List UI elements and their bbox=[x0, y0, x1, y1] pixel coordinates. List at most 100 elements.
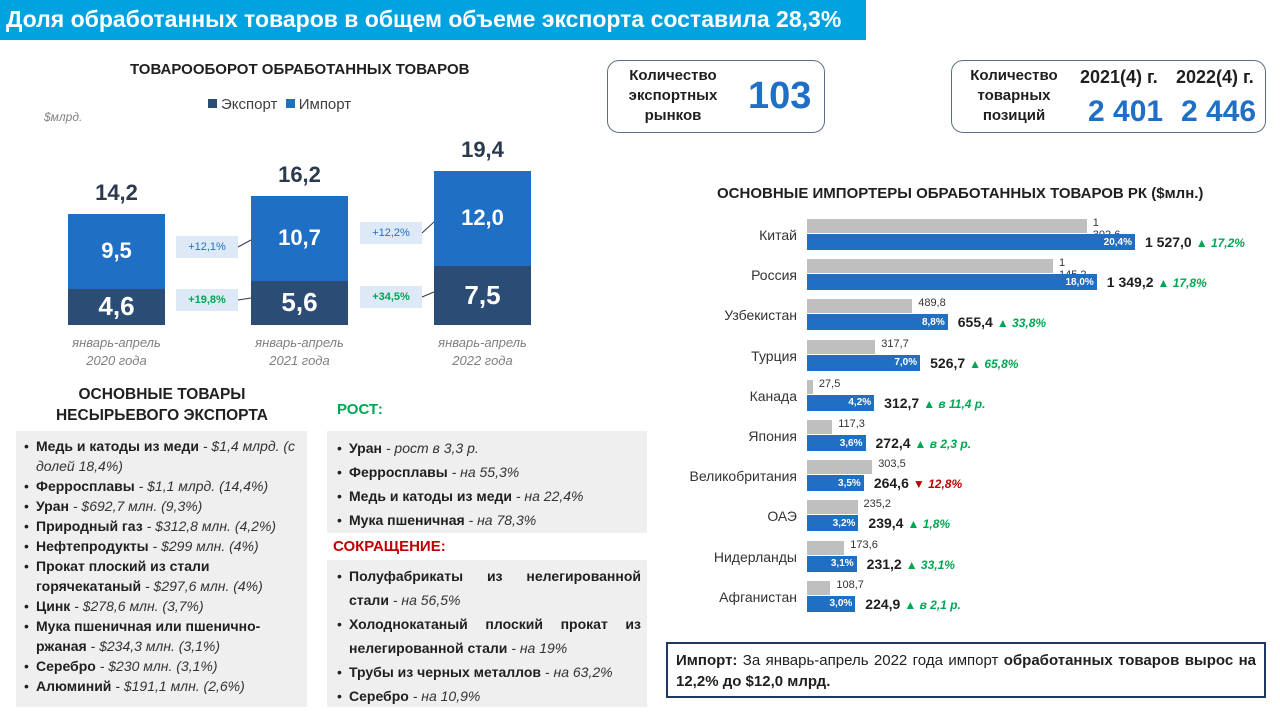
item-detail: - на 56,5% bbox=[388, 592, 461, 608]
up-arrow-icon: ▲ bbox=[923, 396, 939, 411]
item-detail: - $299 млн. (4%) bbox=[148, 538, 259, 554]
item-detail: - $278,6 млн. (3,7%) bbox=[70, 598, 204, 614]
item-detail: - $1,4 млрд. (с долей 18,4%) bbox=[36, 438, 296, 474]
item-detail: - $312,8 млн. (4,2%) bbox=[142, 518, 277, 534]
goods-panel: Медь и катоды из меди - $1,4 млрд. (с до… bbox=[16, 431, 307, 707]
prior-year-bar bbox=[807, 540, 845, 555]
importers-title: ОСНОВНЫЕ ИМПОРТЕРЫ ОБРАБОТАННЫХ ТОВАРОВ … bbox=[717, 185, 1204, 202]
down-arrow-icon: ▼ bbox=[912, 477, 929, 492]
list-item: Ферросплавы - на 55,3% bbox=[333, 460, 641, 484]
item-name: Медь и катоды из меди bbox=[349, 488, 512, 504]
country-label: Япония bbox=[748, 428, 797, 444]
note-lead: Импорт: bbox=[676, 652, 738, 669]
positions-label: Количество товарных позиций bbox=[970, 67, 1058, 124]
item-name: Холоднокатаный плоский прокат из нелегир… bbox=[349, 616, 641, 656]
change-label: ▲ 17,2% bbox=[1196, 236, 1245, 250]
item-detail: - на 22,4% bbox=[511, 488, 584, 504]
markets-label: Количество экспортных рынков bbox=[628, 67, 718, 124]
prior-year-bar bbox=[807, 420, 833, 434]
current-value-text: 655,4 bbox=[957, 314, 993, 331]
current-year-bar: 3,1% bbox=[807, 555, 857, 572]
current-year-value: 239,4 ▲ 1,8% bbox=[868, 515, 950, 531]
turnover-unit: $млрд. bbox=[44, 110, 83, 124]
markets-card: Количество экспортных рынков 103 bbox=[607, 60, 825, 133]
prior-year-value: 303,5 bbox=[878, 458, 906, 471]
note-text: За январь-апрель 2022 года импорт bbox=[737, 652, 1004, 669]
list-item: Мука пшеничная - на 78,3% bbox=[333, 508, 641, 532]
item-name: Ферросплавы bbox=[349, 464, 448, 480]
item-name: Серебро bbox=[36, 658, 96, 674]
country-label: Великобритания bbox=[689, 468, 797, 485]
change-value: 17,2% bbox=[1210, 236, 1245, 250]
change-value: 33,8% bbox=[1012, 316, 1047, 331]
prior-year-bar bbox=[807, 500, 858, 515]
period-label: январь-апрель 2022 года bbox=[438, 335, 527, 368]
growth-panel: Уран - рост в 3,3 р.Ферросплавы - на 55,… bbox=[327, 431, 647, 533]
current-year-bar: 3,5% bbox=[807, 475, 864, 492]
current-year-value: 264,6 ▼ 12,8% bbox=[874, 475, 962, 491]
column-total: 14,2 bbox=[95, 179, 138, 205]
up-arrow-icon: ▲ bbox=[996, 316, 1013, 331]
export-bar: 4,6 bbox=[68, 288, 165, 325]
decline-panel: Полуфабрикаты из нелегированной стали - … bbox=[327, 560, 647, 708]
change-label: ▼ 12,8% bbox=[913, 477, 962, 491]
change-value: в 2,3 р. bbox=[929, 437, 972, 451]
prior-year-value: 117,3 bbox=[838, 418, 865, 430]
current-year-bar: 18,0% bbox=[807, 274, 1097, 291]
legend-import-label: Импорт bbox=[298, 96, 352, 113]
current-year-bar: 8,8% bbox=[807, 314, 948, 331]
item-name: Трубы из черных металлов bbox=[349, 664, 542, 680]
change-value: 1,8% bbox=[922, 517, 951, 532]
country-label: Нидерланды bbox=[713, 548, 797, 565]
page-title: Доля обработанных товаров в общем объеме… bbox=[6, 6, 842, 32]
growth-list: Уран - рост в 3,3 р.Ферросплавы - на 55,… bbox=[333, 436, 641, 532]
legend-export-label: Экспорт bbox=[221, 96, 278, 113]
import-growth-label: +12,2% bbox=[360, 222, 422, 244]
list-item: Цинк - $278,6 млн. (3,7%) bbox=[20, 596, 303, 616]
list-item: Нефтепродукты - $299 млн. (4%) bbox=[20, 536, 303, 556]
prior-year-value: 317,7 bbox=[881, 337, 909, 350]
prior-year-value: 235,2 bbox=[863, 498, 892, 511]
column-total: 16,2 bbox=[278, 162, 321, 188]
goods-list: Медь и катоды из меди - $1,4 млрд. (с до… bbox=[20, 436, 303, 696]
growth-arrow bbox=[237, 297, 252, 301]
item-name: Ферросплавы bbox=[36, 478, 135, 494]
item-name: Прокат плоский из стали горячекатаный bbox=[36, 558, 210, 594]
decline-list: Полуфабрикаты из нелегированной стали - … bbox=[333, 564, 641, 708]
import-bar: 9,5 bbox=[68, 213, 165, 289]
change-value: 65,8% bbox=[984, 356, 1019, 371]
current-value-text: 1 349,2 bbox=[1106, 274, 1154, 291]
period-label: январь-апрель 2020 года bbox=[72, 335, 161, 368]
list-item: Алюминий - $191,1 млн. (2,6%) bbox=[20, 676, 303, 696]
item-name: Цинк bbox=[36, 598, 71, 614]
legend-export-swatch bbox=[208, 99, 217, 108]
current-year-value: 1 349,2 ▲ 17,8% bbox=[1107, 274, 1207, 290]
item-name: Уран bbox=[349, 440, 382, 456]
export-bar: 7,5 bbox=[434, 265, 531, 325]
growth-arrow bbox=[421, 291, 435, 298]
list-item: Природный газ - $312,8 млн. (4,2%) bbox=[20, 516, 303, 536]
current-value-text: 224,9 bbox=[865, 595, 901, 612]
current-year-bar: 4,2% bbox=[807, 394, 875, 411]
list-item: Прокат плоский из стали горячекатаный - … bbox=[20, 556, 303, 596]
country-label: Турция bbox=[751, 347, 797, 364]
up-arrow-icon: ▲ bbox=[907, 517, 923, 532]
current-year-value: 272,4 ▲ в 2,3 р. bbox=[876, 435, 972, 451]
positions-value-2022: 2 446 bbox=[1181, 95, 1257, 128]
export-bar: 5,6 bbox=[251, 280, 348, 325]
import-note: Импорт: За январь-апрель 2022 года импор… bbox=[666, 642, 1266, 698]
current-value-text: 231,2 bbox=[866, 555, 902, 572]
change-value: в 2,1 р. bbox=[919, 597, 961, 612]
growth-arrow bbox=[237, 239, 252, 248]
item-detail: - $692,7 млн. (9,3%) bbox=[68, 498, 203, 514]
country-label: Афганистан bbox=[719, 588, 797, 605]
item-detail: - на 19% bbox=[507, 640, 568, 656]
import-growth-label: +12,1% bbox=[176, 236, 238, 258]
prior-year-value: 173,6 bbox=[850, 538, 878, 551]
list-item: Трубы из черных металлов - на 63,2% bbox=[333, 660, 641, 684]
change-label: ▲ в 11,4 р. bbox=[923, 397, 985, 411]
change-label: ▲ 17,8% bbox=[1158, 276, 1207, 290]
change-value: 33,1% bbox=[920, 557, 955, 572]
up-arrow-icon: ▲ bbox=[1195, 236, 1211, 250]
country-label: Китай bbox=[759, 227, 797, 243]
